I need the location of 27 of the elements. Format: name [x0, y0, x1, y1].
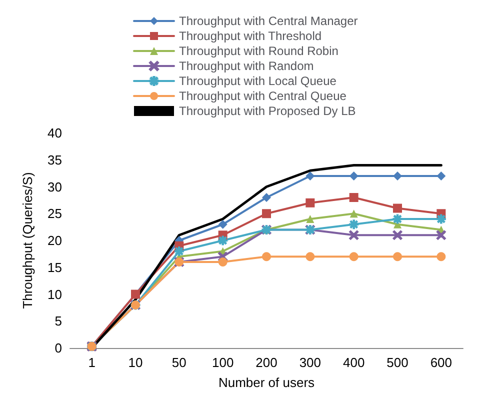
- x-axis-title: Number of users: [218, 375, 316, 390]
- y-tick-label: 10: [48, 286, 62, 302]
- y-tick-label: 5: [54, 314, 62, 329]
- x-tick-label: 200: [256, 355, 278, 370]
- y-tick-label: 20: [48, 233, 62, 248]
- legend-label: Throughput with Threshold: [179, 29, 322, 43]
- x-tick-label: 10: [128, 355, 143, 370]
- x-tick-label: 100: [212, 355, 234, 370]
- y-tick-label: 25: [48, 206, 62, 222]
- x-tick-label: 400: [342, 355, 365, 370]
- legend-label: Throughput with Central Queue: [179, 89, 347, 103]
- x-tick-label: 50: [172, 355, 186, 370]
- x-tick-label: 600: [430, 355, 452, 370]
- legend-label: Throughput with Proposed Dy LB: [179, 104, 356, 118]
- y-tick-label: 0: [54, 340, 62, 356]
- legend-label: Throughput with Local Queue: [179, 74, 337, 88]
- y-tick-label: 40: [48, 126, 62, 140]
- x-tick-label: 500: [386, 355, 408, 370]
- legend-label: Throughput with Round Robin: [179, 44, 338, 58]
- y-tick-label: 30: [48, 179, 62, 194]
- y-axis-title: Throughput (Queries/S): [20, 172, 35, 309]
- x-tick-label: 300: [299, 355, 322, 370]
- y-tick-label: 35: [48, 152, 62, 168]
- legend-label: Throughput with Central Manager: [179, 14, 358, 28]
- legend-label: Throughput with Random: [179, 59, 314, 73]
- x-tick-label: 1: [88, 355, 96, 370]
- y-tick-label: 15: [48, 260, 62, 275]
